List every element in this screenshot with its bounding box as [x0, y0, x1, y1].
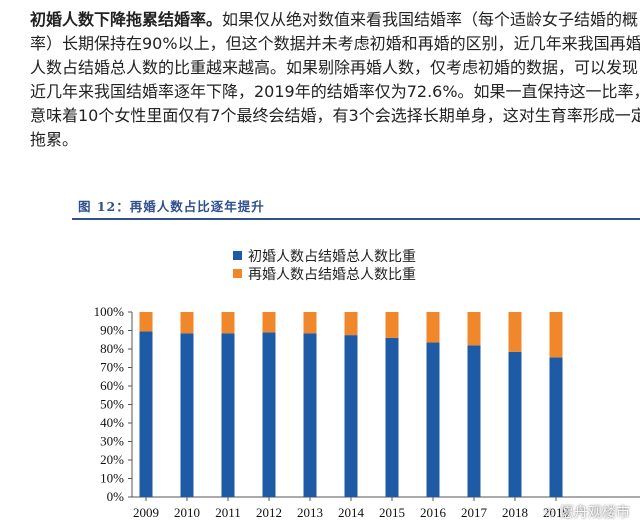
bar-first-marriage: [344, 335, 358, 497]
bar-remarriage: [139, 312, 153, 332]
bar-remarriage: [344, 312, 358, 336]
bar-first-marriage: [262, 332, 276, 497]
x-tick-label: 2015: [379, 505, 405, 520]
y-tick-label: 60%: [100, 378, 124, 393]
bar-remarriage: [385, 312, 399, 338]
x-tick-label: 2019: [543, 505, 569, 520]
bar-remarriage: [303, 312, 317, 334]
intro-paragraph: 初婚人数下降拖累结婚率。如果仅从绝对数值来看我国结婚率（每个适龄女子结婚的概 率…: [30, 8, 640, 152]
paragraph-lead: 初婚人数下降拖累结婚率。: [30, 10, 223, 29]
bar-remarriage: [508, 312, 522, 352]
bar-first-marriage: [385, 337, 399, 497]
bar-first-marriage: [221, 333, 235, 497]
legend-swatch: [233, 269, 242, 278]
legend-swatch: [233, 251, 242, 260]
paragraph-line-1-text: 如果仅从绝对数值来看我国结婚率（每个适龄女子结婚的概: [222, 10, 639, 29]
bar-remarriage: [426, 312, 440, 343]
x-tick-label: 2014: [338, 505, 365, 520]
paragraph-line-5: 意味着10个女性里面仅有7个最终会结婚，有3个会选择长期单身，这对生育率形成一定: [30, 106, 640, 125]
bar-remarriage: [262, 312, 276, 333]
y-tick-label: 10%: [100, 471, 124, 486]
x-tick-label: 2013: [297, 505, 323, 520]
y-tick-label: 20%: [100, 452, 124, 467]
x-tick-label: 2017: [461, 505, 488, 520]
bar-first-marriage: [303, 333, 317, 497]
y-tick-label: 40%: [100, 415, 124, 430]
x-tick-label: 2012: [256, 505, 282, 520]
paragraph-line-4: 近几年来我国结婚率逐年下降，2019年的结婚率仅为72.6%。如果一直保持这一比…: [30, 82, 640, 101]
figure-title: 图 12：再婚人数占比逐年提升: [78, 199, 265, 214]
watermark: ☆ 愿舟观楼市: [542, 505, 630, 521]
bar-remarriage: [221, 312, 235, 334]
paragraph-line-1: 初婚人数下降拖累结婚率。如果仅从绝对数值来看我国结婚率（每个适龄女子结婚的概: [30, 8, 640, 32]
y-tick-label: 80%: [100, 341, 124, 356]
y-tick-label: 100%: [94, 304, 125, 319]
bar-first-marriage: [549, 357, 563, 497]
y-tick-label: 50%: [100, 397, 124, 412]
x-tick-label: 2018: [502, 505, 528, 520]
bar-first-marriage: [508, 351, 522, 497]
x-tick-label: 2010: [174, 505, 200, 520]
y-tick-label: 0%: [107, 489, 125, 504]
legend-label: 再婚人数占结婚总人数比重: [248, 267, 416, 283]
bar-first-marriage: [139, 331, 153, 497]
y-tick-label: 70%: [100, 360, 124, 375]
y-tick-label: 90%: [100, 323, 124, 338]
bar-remarriage: [467, 312, 481, 346]
figure-header: 图 12：再婚人数占比逐年提升: [72, 194, 640, 220]
bar-remarriage: [549, 312, 563, 358]
bar-first-marriage: [467, 345, 481, 497]
x-tick-label: 2016: [420, 505, 447, 520]
bar-first-marriage: [426, 342, 440, 497]
paragraph-line-2: 率）长期保持在90%以上，但这个数据并未考虑初婚和再婚的区别，近几年来我国再婚: [30, 34, 640, 53]
paragraph-line-6: 拖累。: [30, 130, 79, 149]
paragraph-line-3: 人数占结婚总人数的比重越来越高。如果剔除再婚人数，仅考虑初婚的数据，可以发现: [30, 58, 639, 77]
legend-label: 初婚人数占结婚总人数比重: [248, 248, 416, 265]
x-tick-label: 2011: [215, 505, 241, 520]
x-tick-label: 2009: [133, 505, 159, 520]
bar-remarriage: [180, 312, 194, 334]
y-tick-label: 30%: [100, 434, 124, 449]
bar-first-marriage: [180, 333, 194, 497]
